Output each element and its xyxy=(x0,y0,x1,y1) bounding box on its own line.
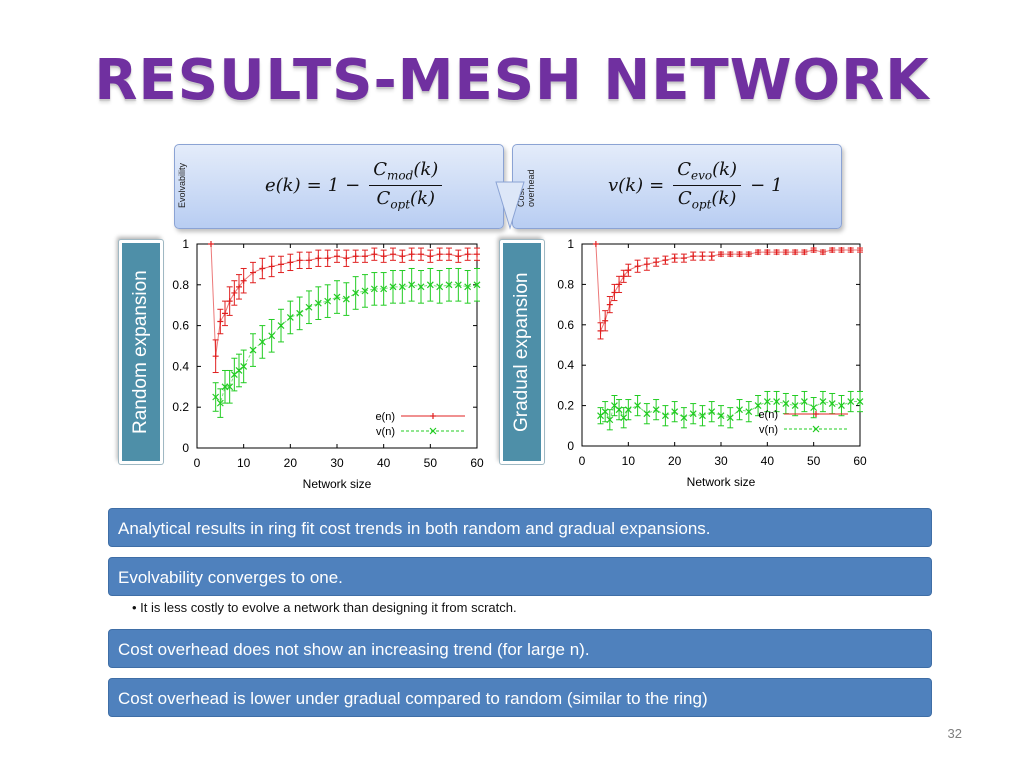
eq-minus: − xyxy=(750,174,766,196)
data-point xyxy=(671,408,679,416)
data-point xyxy=(464,283,472,291)
eq-equals: = xyxy=(649,174,665,196)
legend-label: v(n) xyxy=(376,426,395,438)
x-tick-label: 10 xyxy=(622,454,636,468)
x-tick-label: 30 xyxy=(330,456,344,470)
eq-equals: = xyxy=(306,174,322,196)
series-line xyxy=(600,400,860,421)
y-tick-label: 0.6 xyxy=(557,318,574,332)
data-point xyxy=(473,281,481,289)
series-line xyxy=(210,243,477,357)
eq-one: 1 xyxy=(771,174,783,196)
x-tick-label: 0 xyxy=(194,456,201,470)
eq-lhs: v(k) xyxy=(608,174,644,196)
evolvability-equation: e(k) = 1 − Cmod(k) Copt(k) xyxy=(265,149,445,221)
data-point xyxy=(717,412,725,420)
eq-denominator: Copt(k) xyxy=(376,187,435,212)
y-tick-label: 0.4 xyxy=(557,358,574,372)
data-point xyxy=(370,285,378,293)
y-tick-label: 0 xyxy=(182,441,189,455)
random-expansion-label: Random expansion xyxy=(119,240,163,464)
data-point xyxy=(708,408,716,416)
result-bar-cost-trend: Cost overhead does not show an increasin… xyxy=(108,629,932,668)
data-point xyxy=(699,412,706,420)
data-point xyxy=(680,414,688,422)
cost-overhead-equation: v(k) = Cevo(k) Copt(k) − 1 xyxy=(608,149,783,221)
evolvability-equation-box: Evolvability e(k) = 1 − Cmod(k) Copt(k) xyxy=(174,144,504,229)
legend-label: v(n) xyxy=(759,424,778,436)
data-point xyxy=(305,303,313,311)
series-line xyxy=(595,243,860,332)
bullet-less-costly: • It is less costly to evolve a network … xyxy=(132,600,517,615)
data-point xyxy=(380,285,388,293)
eq-numerator: Cevo(k) xyxy=(673,159,742,186)
data-point xyxy=(314,299,322,307)
x-tick-label: 60 xyxy=(853,454,867,468)
data-point xyxy=(296,309,304,317)
data-point xyxy=(389,283,397,291)
cost-overhead-equation-box: Cost overhead v(k) = Cevo(k) Copt(k) − 1 xyxy=(512,144,842,229)
eq-fraction: Cmod(k) Copt(k) xyxy=(369,159,443,212)
y-tick-label: 0.6 xyxy=(172,319,189,333)
slide-title: RESULTS-MESH NETWORK xyxy=(94,48,930,113)
x-axis-label: Network size xyxy=(303,477,372,491)
y-tick-label: 1 xyxy=(182,237,189,251)
evolvability-tag: Evolvability xyxy=(177,162,187,208)
eq-lhs: e(k) xyxy=(265,174,301,196)
legend-label: e(n) xyxy=(375,411,395,423)
y-tick-label: 0.8 xyxy=(172,278,189,292)
legend-marker xyxy=(813,411,819,417)
page-number: 32 xyxy=(947,726,962,741)
y-tick-label: 0.4 xyxy=(172,359,189,373)
y-tick-label: 0.8 xyxy=(557,277,574,291)
data-point xyxy=(324,297,332,305)
x-tick-label: 30 xyxy=(714,454,728,468)
x-tick-label: 40 xyxy=(377,456,391,470)
legend-marker xyxy=(812,425,820,433)
legend-marker xyxy=(430,413,436,419)
eq-numerator: Cmod(k) xyxy=(369,159,443,186)
x-tick-label: 20 xyxy=(284,456,298,470)
legend-label: e(n) xyxy=(758,409,778,421)
y-tick-label: 0 xyxy=(567,439,574,453)
result-bar-evolvability: Evolvability converges to one. xyxy=(108,557,932,596)
eq-fraction: Cevo(k) Copt(k) xyxy=(673,159,742,212)
x-tick-label: 50 xyxy=(807,454,821,468)
eq-one: 1 xyxy=(327,174,340,196)
data-point xyxy=(454,281,462,289)
y-tick-label: 0.2 xyxy=(172,400,189,414)
data-point xyxy=(226,383,234,391)
data-point xyxy=(342,295,350,303)
legend-marker xyxy=(429,427,437,435)
data-point xyxy=(361,287,369,295)
x-axis-label: Network size xyxy=(687,475,756,489)
x-tick-label: 40 xyxy=(761,454,775,468)
x-tick-label: 50 xyxy=(424,456,438,470)
data-point xyxy=(689,410,697,418)
y-tick-label: 1 xyxy=(567,237,574,251)
eq-denominator: Copt(k) xyxy=(677,187,737,212)
eq-minus: − xyxy=(345,174,361,196)
data-point xyxy=(661,412,669,420)
x-tick-label: 10 xyxy=(237,456,251,470)
y-tick-label: 0.2 xyxy=(557,399,574,413)
callout-pointer xyxy=(495,181,525,230)
x-tick-label: 60 xyxy=(470,456,484,470)
result-bar-gradual-vs-random: Cost overhead is lower under gradual com… xyxy=(108,678,932,717)
gradual-expansion-label: Gradual expansion xyxy=(500,240,544,464)
result-bar-ring-fit: Analytical results in ring fit cost tren… xyxy=(108,508,932,547)
x-tick-label: 20 xyxy=(668,454,682,468)
x-tick-label: 0 xyxy=(579,454,586,468)
data-point xyxy=(333,293,341,301)
